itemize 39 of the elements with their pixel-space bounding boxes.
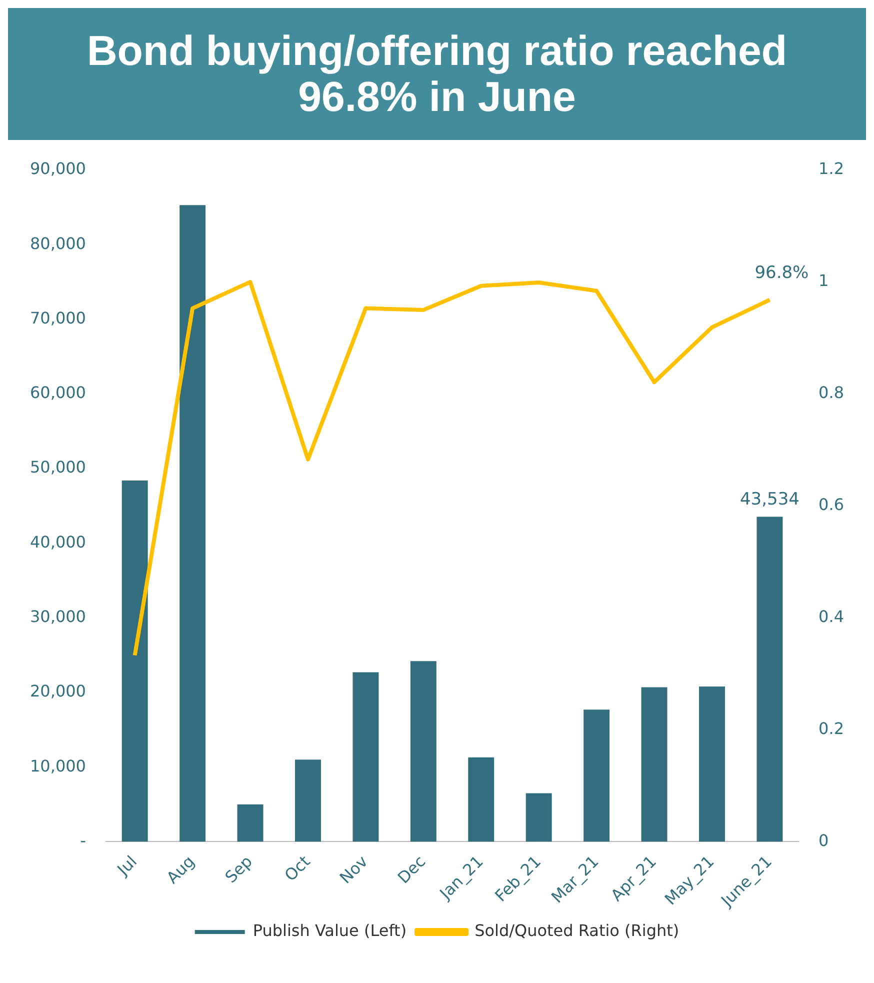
bar	[352, 672, 379, 842]
bar	[699, 686, 725, 842]
y2-tick-label: 0.8	[818, 383, 844, 402]
x-tick-label: Oct	[280, 852, 314, 886]
x-tick-label: Sep	[221, 852, 256, 887]
y2-tick-label: 0	[818, 831, 829, 850]
y-tick-label: 50,000	[30, 458, 86, 478]
bar	[295, 760, 321, 842]
y-tick-label: 90,000	[30, 160, 86, 179]
y2-tick-label: 1	[818, 271, 829, 290]
bar	[756, 517, 783, 842]
bar	[584, 710, 610, 842]
x-tick-label: Dec	[394, 852, 430, 888]
x-tick-label: Nov	[336, 852, 372, 888]
y-tick-label: 40,000	[30, 532, 86, 552]
y-tick-label: 70,000	[30, 308, 86, 328]
y-tick-label: -	[80, 831, 86, 850]
data-label: 43,534	[740, 490, 800, 510]
bar	[180, 205, 206, 842]
y-tick-label: 30,000	[30, 607, 86, 626]
legend-label: Sold/Quoted Ratio (Right)	[474, 922, 680, 941]
y2-tick-label: 0.4	[818, 607, 844, 626]
bar	[122, 480, 148, 842]
legend-label: Publish Value (Left)	[252, 922, 407, 941]
bar	[410, 661, 436, 842]
y2-tick-label: 0.2	[818, 719, 844, 738]
chart-title: Bond buying/offering ratio reached 96.8% in June	[8, 8, 866, 140]
x-tick-label: Jul	[112, 852, 141, 880]
data-label: 96.8%	[754, 263, 809, 284]
y-tick-label: 20,000	[30, 682, 86, 701]
bar	[641, 688, 668, 842]
bar	[468, 758, 494, 842]
y-tick-label: 80,000	[30, 234, 86, 254]
y-tick-label: 60,000	[30, 383, 86, 402]
y2-tick-label: 1.2	[818, 160, 844, 179]
y2-tick-label: 0.6	[818, 495, 844, 514]
bar	[237, 804, 264, 842]
bar	[526, 794, 552, 842]
y-tick-label: 10,000	[30, 756, 86, 776]
